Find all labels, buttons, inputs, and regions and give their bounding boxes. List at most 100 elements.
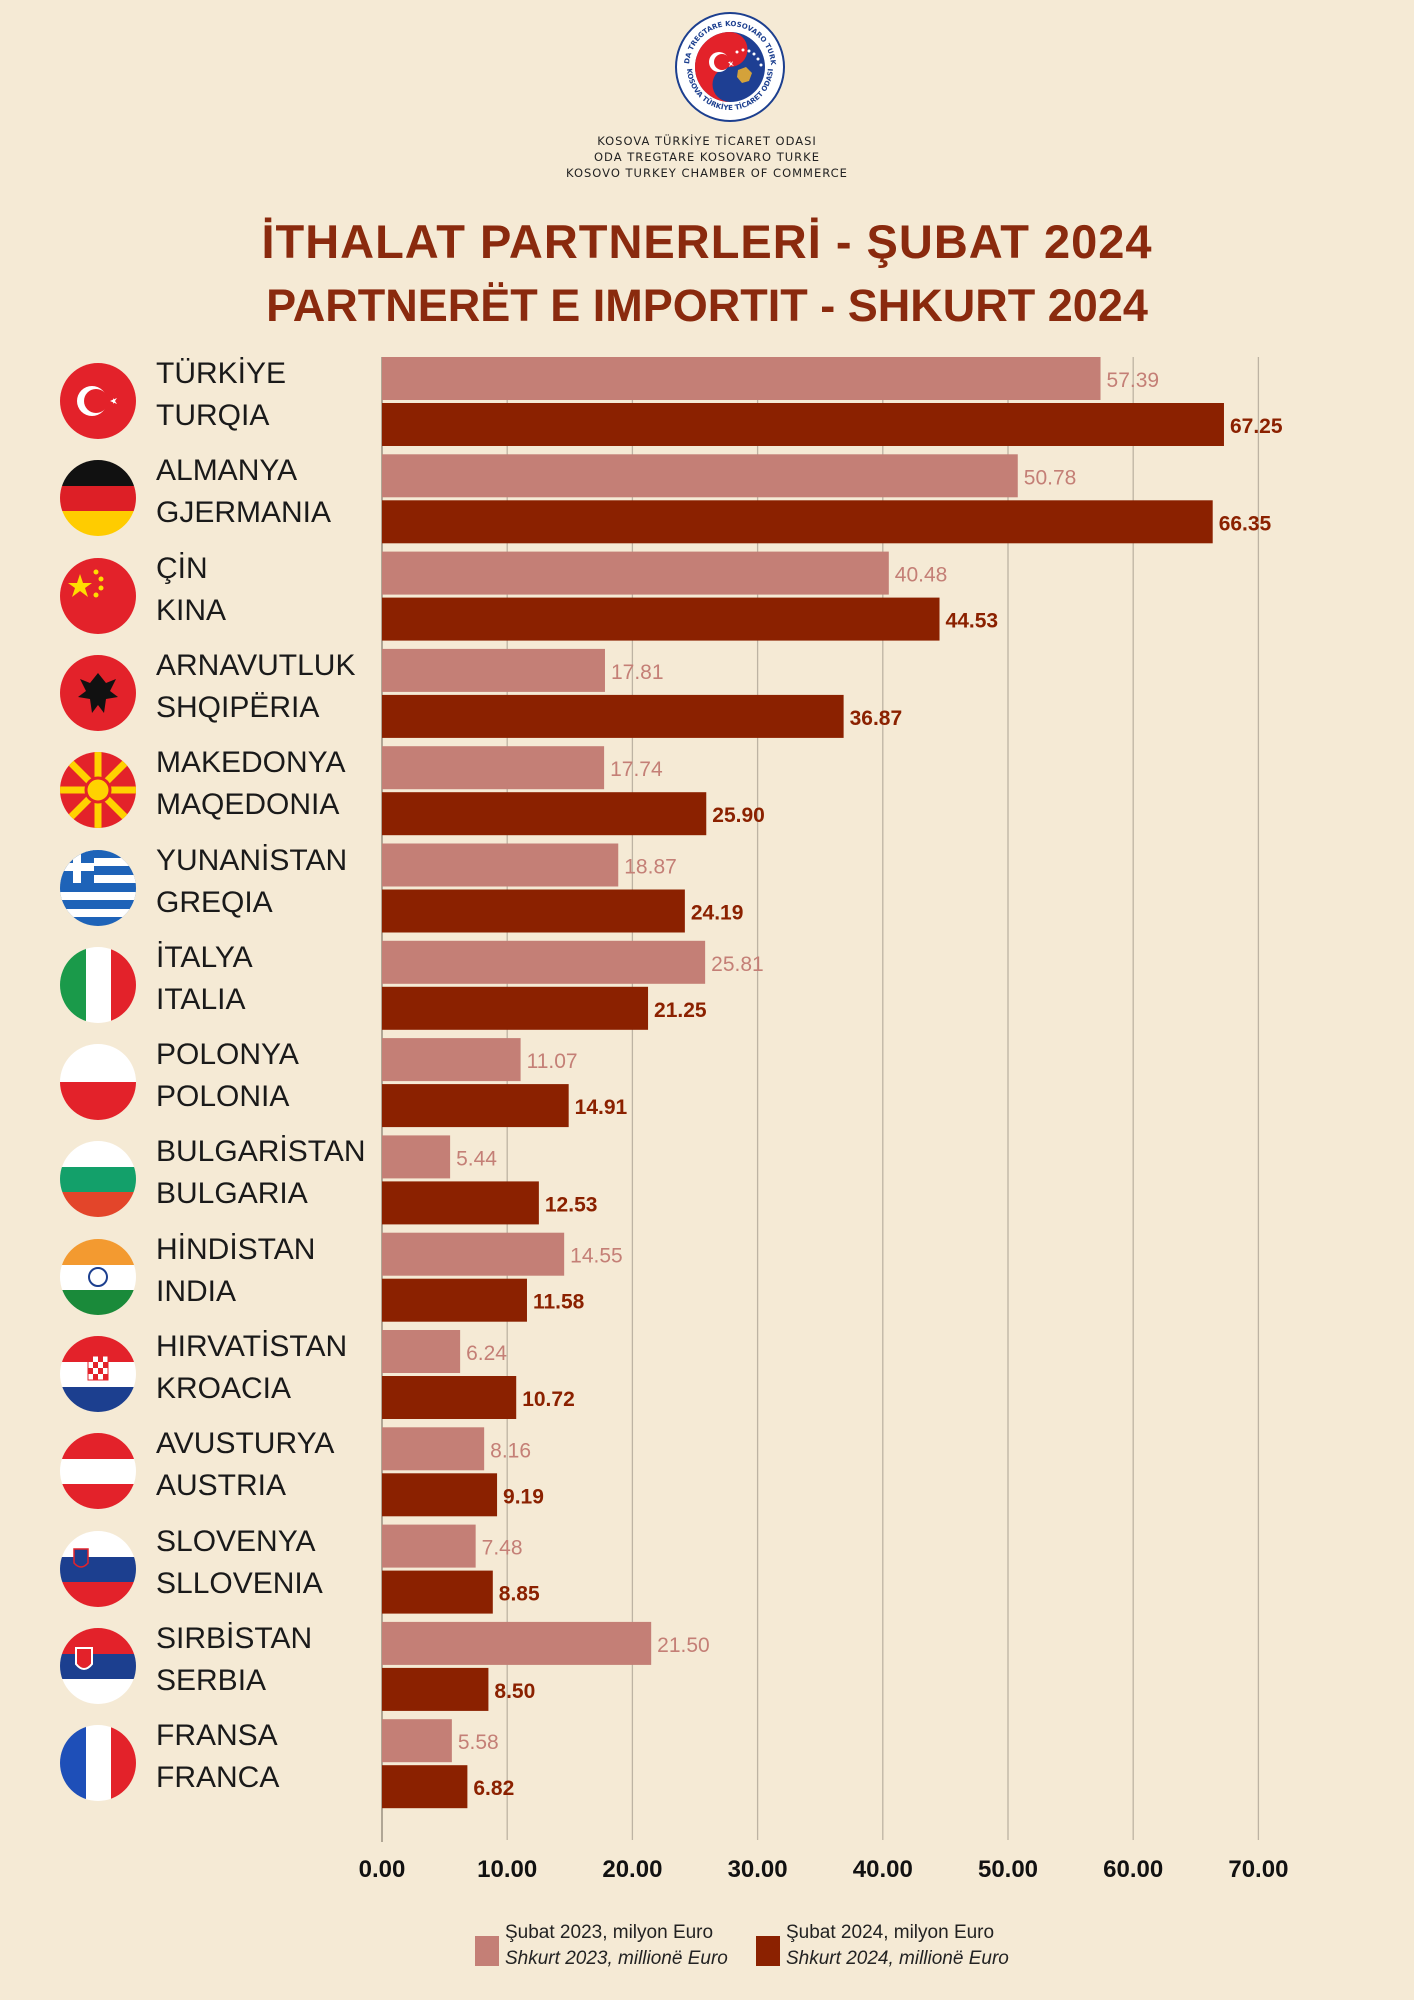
country-name-tr: İTALYA: [156, 940, 253, 974]
bar-2023: [382, 454, 1018, 498]
legend-label-2023-tr: Şubat 2023, milyon Euro: [505, 1922, 714, 1943]
data-label-2024: 14.91: [575, 1096, 628, 1119]
country-name-tr: HİNDİSTAN: [156, 1232, 316, 1266]
legend-item-2023: Şubat 2023, milyon Euro Shkurt 2023, mil…: [475, 1920, 728, 1972]
country-name-sq: AUSTRIA: [156, 1469, 287, 1503]
bar-2023: [382, 1038, 521, 1082]
data-label-2023: 17.74: [610, 758, 663, 781]
data-label-2023: 8.16: [490, 1439, 531, 1462]
bar-2023: [382, 940, 706, 984]
country-name-sq: SERBIA: [156, 1663, 267, 1697]
bar-2024: [382, 1084, 569, 1128]
bar-2023: [382, 746, 605, 790]
bar-2023: [382, 1232, 565, 1276]
bar-2023: [382, 1621, 652, 1665]
country-name-sq: SLLOVENIA: [156, 1566, 323, 1600]
data-label-2024: 12.53: [545, 1193, 598, 1216]
data-label-2023: 5.58: [458, 1731, 499, 1754]
bar-2024: [382, 1473, 498, 1517]
data-label-2023: 6.24: [466, 1342, 507, 1365]
bar-2023: [382, 1427, 485, 1471]
country-name-sq: POLONIA: [156, 1080, 290, 1114]
data-label-2023: 11.07: [527, 1050, 578, 1073]
country-name-tr: SIRBİSTAN: [156, 1621, 313, 1655]
country-name-tr: MAKEDONYA: [156, 746, 346, 780]
country-name-tr: YUNANİSTAN: [156, 843, 348, 877]
china-flag-icon: [60, 557, 136, 634]
org-name-tr: KOSOVA TÜRKİYE TİCARET ODASI: [597, 134, 817, 148]
france-flag-icon: [60, 1725, 136, 1802]
bar-2024: [382, 1376, 517, 1419]
country-name-tr: AVUSTURYA: [156, 1427, 335, 1461]
bar-2024: [382, 889, 685, 933]
country-name-sq: KINA: [156, 593, 227, 627]
bar-2024: [382, 1181, 539, 1225]
country-name-sq: ITALIA: [156, 982, 246, 1016]
data-label-2024: 25.90: [712, 804, 765, 827]
country-name-sq: MAQEDONIA: [156, 788, 340, 822]
legend-swatch-2023: [475, 1936, 499, 1966]
bar-2023: [382, 1719, 452, 1763]
country-name-sq: SHQIPËRIA: [156, 690, 320, 724]
legend-item-2024: Şubat 2024, milyon Euro Shkurt 2024, mil…: [756, 1920, 1009, 1972]
data-label-2024: 66.35: [1219, 512, 1272, 535]
x-tick-label: 30.00: [728, 1856, 788, 1883]
country-name-tr: HIRVATİSTAN: [156, 1330, 348, 1363]
data-label-2023: 17.81: [611, 661, 664, 684]
country-name-sq: GREQIA: [156, 885, 273, 919]
bar-2024: [382, 986, 649, 1030]
data-label-2024: 67.25: [1230, 415, 1283, 438]
bar-2023: [382, 1524, 476, 1568]
x-tick-label: 40.00: [853, 1856, 913, 1883]
bar-2024: [382, 1765, 468, 1809]
bar-2023: [382, 843, 619, 887]
data-label-2024: 10.72: [522, 1388, 575, 1411]
data-label-2024: 11.58: [533, 1291, 585, 1314]
bar-2023: [382, 357, 1101, 400]
country-name-tr: FRANSA: [156, 1719, 278, 1753]
x-tick-label: 20.00: [602, 1856, 662, 1883]
country-name-sq: KROACIA: [156, 1372, 292, 1405]
data-label-2023: 21.50: [657, 1634, 710, 1657]
data-label-2024: 44.53: [946, 610, 999, 633]
data-label-2024: 6.82: [473, 1777, 514, 1800]
bar-2024: [382, 500, 1213, 544]
bar-2024: [382, 1278, 527, 1322]
chart-title-tr: İTHALAT PARTNERLERİ - ŞUBAT 2024: [261, 215, 1153, 268]
country-name-sq: BULGARIA: [156, 1177, 308, 1211]
x-tick-label: 70.00: [1228, 1856, 1288, 1883]
country-name-sq: TURQIA: [156, 399, 270, 432]
country-name-sq: INDIA: [156, 1274, 237, 1308]
chamber-logo: ODA TREGTARE KOSOVARO TURKE KOSOVA TÜRKİ…: [675, 12, 785, 122]
data-label-2023: 7.48: [482, 1537, 523, 1560]
x-tick-label: 10.00: [477, 1856, 537, 1883]
data-label-2024: 21.25: [654, 999, 707, 1022]
data-label-2023: 50.78: [1024, 466, 1077, 489]
data-label-2023: 57.39: [1107, 369, 1160, 392]
country-name-tr: ALMANYA: [156, 454, 298, 488]
legend-swatch-2024: [756, 1936, 780, 1966]
x-tick-label: 50.00: [978, 1856, 1038, 1883]
bar-chart: 0.00 10.00 20.00 30.00 40.00 50.00 60.00 70.00 5…: [359, 357, 1288, 1883]
chart-title-sq: PARTNERËT E IMPORTIT - SHKURT 2024: [266, 280, 1148, 331]
org-name-en: KOSOVO TURKEY CHAMBER OF COMMERCE: [566, 166, 848, 180]
country-name-tr: BULGARİSTAN: [156, 1135, 366, 1169]
country-name-tr: ÇİN: [156, 551, 208, 585]
bar-2024: [382, 792, 707, 836]
data-label-2024: 8.50: [494, 1680, 535, 1703]
org-name-sq: ODA TREGTARE KOSOVARO TURKE: [594, 150, 820, 164]
albania-flag-icon: [60, 654, 136, 731]
x-tick-label: 60.00: [1103, 1856, 1163, 1883]
slovenia-flag-icon: [60, 1530, 136, 1607]
bar-2024: [382, 403, 1224, 446]
x-tick-label: 0.00: [359, 1856, 406, 1883]
bar-2024: [382, 1667, 489, 1711]
bar-2024: [382, 597, 940, 641]
legend-label-2023-sq: Shkurt 2023, millionë Euro: [505, 1948, 728, 1969]
legend-label-2024-tr: Şubat 2024, milyon Euro: [786, 1922, 995, 1943]
country-name-sq: FRANCA: [156, 1761, 280, 1795]
bar-2023: [382, 551, 889, 595]
country-name-sq: GJERMANIA: [156, 496, 332, 530]
data-label-2024: 36.87: [850, 707, 903, 730]
data-label-2023: 40.48: [895, 564, 948, 587]
